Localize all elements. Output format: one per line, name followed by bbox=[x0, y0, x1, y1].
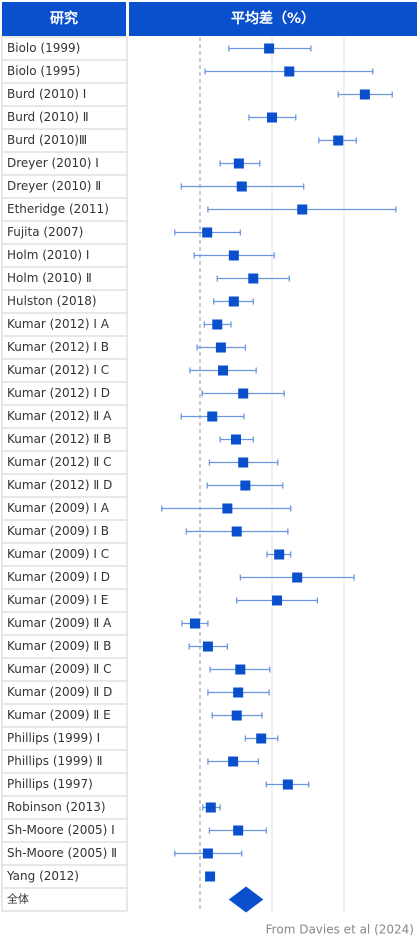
mean-marker bbox=[228, 250, 239, 261]
study-label: Kumar (2009) Ⅰ D bbox=[7, 570, 110, 584]
study-label: Kumar (2012) Ⅱ B bbox=[7, 432, 111, 446]
study-label: Kumar (2009) Ⅱ C bbox=[7, 662, 111, 676]
mean-marker bbox=[231, 710, 242, 721]
study-label: Holm (2010) Ⅰ bbox=[7, 248, 89, 262]
mean-marker bbox=[359, 89, 370, 100]
mean-marker bbox=[333, 135, 344, 146]
study-label: Sh-Moore (2005) Ⅱ bbox=[7, 846, 117, 860]
study-label: Kumar (2009) Ⅰ E bbox=[7, 593, 108, 607]
study-label: Burd (2010) Ⅱ bbox=[7, 110, 89, 124]
mean-marker bbox=[267, 112, 277, 123]
study-label: Kumar (2012) Ⅰ A bbox=[7, 317, 110, 331]
mean-marker bbox=[264, 43, 275, 54]
study-label: Kumar (2009) Ⅰ A bbox=[7, 501, 110, 515]
study-label: Kumar (2012) Ⅱ D bbox=[7, 478, 112, 492]
study-label: Biolo (1999) bbox=[7, 41, 80, 55]
mean-marker bbox=[256, 733, 267, 744]
study-label: Hulston (2018) bbox=[7, 294, 97, 308]
study-label: Kumar (2012) Ⅱ C bbox=[7, 455, 111, 469]
study-label: Kumar (2012) Ⅱ A bbox=[7, 409, 112, 423]
study-header: 研究 bbox=[50, 10, 78, 27]
study-label: Sh-Moore (2005) Ⅰ bbox=[7, 823, 115, 837]
study-header-bg bbox=[2, 2, 126, 36]
study-label: Yang (2012) bbox=[6, 869, 79, 883]
mean-marker bbox=[202, 227, 213, 238]
study-label: Kumar (2012) Ⅰ B bbox=[7, 340, 109, 354]
summary-label: 全体 bbox=[7, 892, 29, 906]
study-label: Phillips (1997) bbox=[7, 777, 93, 791]
row-cell bbox=[1, 887, 128, 912]
mean-marker bbox=[233, 158, 244, 169]
mean-marker bbox=[202, 848, 213, 859]
mean-marker bbox=[282, 779, 293, 790]
mean-marker bbox=[202, 641, 213, 652]
mean-marker bbox=[233, 687, 244, 698]
mean-marker bbox=[212, 319, 223, 330]
mean-marker bbox=[228, 296, 239, 307]
mean-marker bbox=[218, 365, 229, 376]
title-header-bg bbox=[129, 2, 417, 36]
mean-marker bbox=[207, 411, 218, 422]
study-label: Biolo (1995) bbox=[7, 64, 80, 78]
chart-title: 平均差（%） bbox=[231, 10, 315, 27]
study-label: Dreyer (2010) Ⅱ bbox=[7, 179, 101, 193]
mean-marker bbox=[238, 457, 249, 468]
study-label: Kumar (2009) Ⅱ D bbox=[7, 685, 112, 699]
study-label: Kumar (2012) Ⅰ C bbox=[7, 363, 109, 377]
study-label: Burd (2010) Ⅰ bbox=[7, 87, 86, 101]
mean-marker bbox=[222, 503, 233, 514]
study-label: Fujita (2007) bbox=[7, 225, 83, 239]
study-label: Kumar (2009) Ⅱ B bbox=[7, 639, 111, 653]
mean-marker bbox=[205, 871, 216, 882]
mean-marker bbox=[215, 342, 226, 353]
mean-marker bbox=[297, 204, 308, 215]
study-label: Kumar (2009) Ⅱ E bbox=[7, 708, 111, 722]
mean-marker bbox=[272, 595, 283, 606]
mean-marker bbox=[231, 434, 241, 445]
study-label: Dreyer (2010) Ⅰ bbox=[7, 156, 99, 170]
study-label: Kumar (2009) Ⅱ A bbox=[7, 616, 112, 630]
mean-marker bbox=[238, 388, 249, 399]
mean-marker bbox=[231, 526, 242, 537]
mean-marker bbox=[235, 664, 246, 675]
study-label: Phillips (1999) Ⅰ bbox=[7, 731, 100, 745]
study-label: Phillips (1999) Ⅱ bbox=[7, 754, 102, 768]
summary-diamond bbox=[228, 886, 264, 913]
footer: From Davies et al (2024) bbox=[266, 923, 414, 937]
mean-marker bbox=[189, 618, 200, 629]
study-label: Kumar (2009) Ⅰ B bbox=[7, 524, 109, 538]
study-label: Robinson (2013) bbox=[7, 800, 106, 814]
mean-marker bbox=[233, 825, 244, 836]
mean-marker bbox=[274, 549, 285, 560]
mean-marker bbox=[284, 66, 295, 77]
mean-marker bbox=[205, 802, 216, 813]
mean-marker bbox=[236, 181, 247, 192]
study-label: Kumar (2009) Ⅰ C bbox=[7, 547, 109, 561]
study-label: Kumar (2012) Ⅰ D bbox=[7, 386, 110, 400]
mean-marker bbox=[240, 480, 251, 491]
mean-marker bbox=[292, 572, 303, 583]
mean-marker bbox=[248, 273, 259, 284]
study-label: Burd (2010)Ⅲ bbox=[7, 133, 87, 147]
mean-marker bbox=[228, 756, 239, 767]
study-label: Etheridge (2011) bbox=[7, 202, 109, 216]
study-label: Holm (2010) Ⅱ bbox=[7, 271, 92, 285]
